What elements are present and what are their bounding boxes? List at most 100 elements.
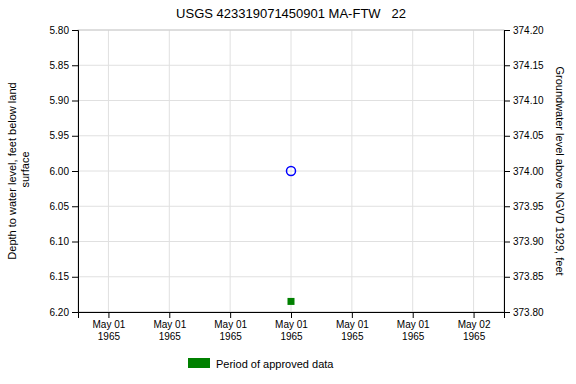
tick-label-line: 1965 xyxy=(341,331,364,342)
tick: 6.00 xyxy=(50,166,78,177)
x-axis: May 011965May 011965May 011965May 011965… xyxy=(79,312,505,342)
tick-mark xyxy=(72,171,78,172)
tick-label-line: 1965 xyxy=(159,331,182,342)
tick-label-line: May 01 xyxy=(275,319,308,330)
tick: May 021965 xyxy=(458,312,491,342)
tick-mark xyxy=(72,136,78,137)
tick-label: 5.80 xyxy=(50,25,70,36)
y2-axis-label: Groundwater level above NGVD 1929, feet xyxy=(554,66,566,275)
tick-mark xyxy=(504,206,510,207)
point xyxy=(287,167,296,176)
tick-label: 6.15 xyxy=(50,271,70,282)
grid-line xyxy=(230,30,231,312)
y-axis-label-line: Depth to water level, feet below land xyxy=(6,82,18,259)
tick-mark xyxy=(504,277,510,278)
grid-line xyxy=(169,30,170,312)
tick-mark xyxy=(72,30,78,31)
grid-line xyxy=(473,30,474,312)
tick-mark xyxy=(504,30,510,31)
tick: May 011965 xyxy=(153,312,186,342)
tick: May 011965 xyxy=(275,312,308,342)
grid-line xyxy=(412,30,413,312)
tick: 6.15 xyxy=(50,271,78,282)
tick: 373.95 xyxy=(504,201,544,212)
plot-frame xyxy=(78,30,504,312)
tick-label: 373.80 xyxy=(513,307,544,318)
tick-label-line: May 01 xyxy=(214,319,247,330)
tick: 6.20 xyxy=(50,307,78,318)
tick: 374.05 xyxy=(504,130,544,141)
tick-mark xyxy=(72,65,78,66)
tick-label: 374.20 xyxy=(513,25,544,36)
tick-label: 374.05 xyxy=(513,130,544,141)
tick: May 011965 xyxy=(336,312,369,342)
tick-mark xyxy=(504,171,510,172)
grid-line xyxy=(291,30,292,312)
tick-label-line: 1965 xyxy=(98,331,121,342)
tick-mark xyxy=(474,312,475,318)
tick-mark xyxy=(504,242,510,243)
tick: 374.00 xyxy=(504,166,544,177)
tick-mark xyxy=(504,136,510,137)
tick-label-line: May 01 xyxy=(93,319,126,330)
tick-mark xyxy=(413,312,414,318)
axis-line xyxy=(79,313,505,319)
tick-mark xyxy=(352,312,353,318)
grid xyxy=(78,30,504,312)
tick: 374.20 xyxy=(504,25,544,36)
tick: May 011965 xyxy=(397,312,430,342)
tick-label-line: May 01 xyxy=(336,319,369,330)
tick: 373.80 xyxy=(504,307,544,318)
axis-line xyxy=(505,31,511,313)
grid-line xyxy=(351,30,352,312)
tick-label: 5.95 xyxy=(50,130,70,141)
tick-label: 6.20 xyxy=(50,307,70,318)
tick-mark xyxy=(72,312,78,313)
tick-label: 6.00 xyxy=(50,166,70,177)
series xyxy=(287,167,296,176)
legend-swatch xyxy=(188,358,210,368)
tick-label: May 011965 xyxy=(214,319,247,342)
tick: 374.15 xyxy=(504,60,544,71)
tick-label: May 011965 xyxy=(153,319,186,342)
tick-label: 374.15 xyxy=(513,60,544,71)
series xyxy=(288,298,295,305)
tick-label: 373.90 xyxy=(513,236,544,247)
tick-mark xyxy=(504,65,510,66)
tick-mark xyxy=(72,277,78,278)
legend-label: Period of approved data xyxy=(216,358,334,370)
title: USGS 423319071450901 MA-FTW 22 xyxy=(176,6,406,21)
tick-label: May 011965 xyxy=(336,319,369,342)
tick-mark xyxy=(504,312,510,313)
tick-label-line: May 01 xyxy=(397,319,430,330)
tick-label-line: 1965 xyxy=(463,331,486,342)
tick-label-line: May 01 xyxy=(153,319,186,330)
tick-label: 6.10 xyxy=(50,236,70,247)
tick-mark xyxy=(169,312,170,318)
tick-label: 374.10 xyxy=(513,95,544,106)
chart: May 011965May 011965May 011965May 011965… xyxy=(0,0,576,384)
tick-label: 5.85 xyxy=(50,60,70,71)
tick: 5.85 xyxy=(50,60,78,71)
tick: 5.90 xyxy=(50,95,78,106)
tick-label: May 011965 xyxy=(397,319,430,342)
tick: 5.95 xyxy=(50,130,78,141)
axis-line xyxy=(72,31,79,313)
tick: 5.80 xyxy=(50,25,78,36)
tick-mark xyxy=(291,312,292,318)
tick: 6.10 xyxy=(50,236,78,247)
tick: 373.85 xyxy=(504,271,544,282)
tick: 373.90 xyxy=(504,236,544,247)
tick-label: 374.00 xyxy=(513,166,544,177)
y-axis-label-line: surface xyxy=(19,151,31,190)
tick-label-line: 1965 xyxy=(220,331,243,342)
grid-line xyxy=(108,30,109,312)
point xyxy=(288,298,295,305)
tick-label: 6.05 xyxy=(50,201,70,212)
tick-mark xyxy=(72,242,78,243)
tick-mark xyxy=(72,206,78,207)
legend: Period of approved data xyxy=(188,358,334,370)
tick-mark xyxy=(108,312,109,318)
y2-axis: 373.80 373.85 373.90 373.95 374.00 374.05 374.… xyxy=(504,25,544,318)
tick-label: May 021965 xyxy=(458,319,491,342)
